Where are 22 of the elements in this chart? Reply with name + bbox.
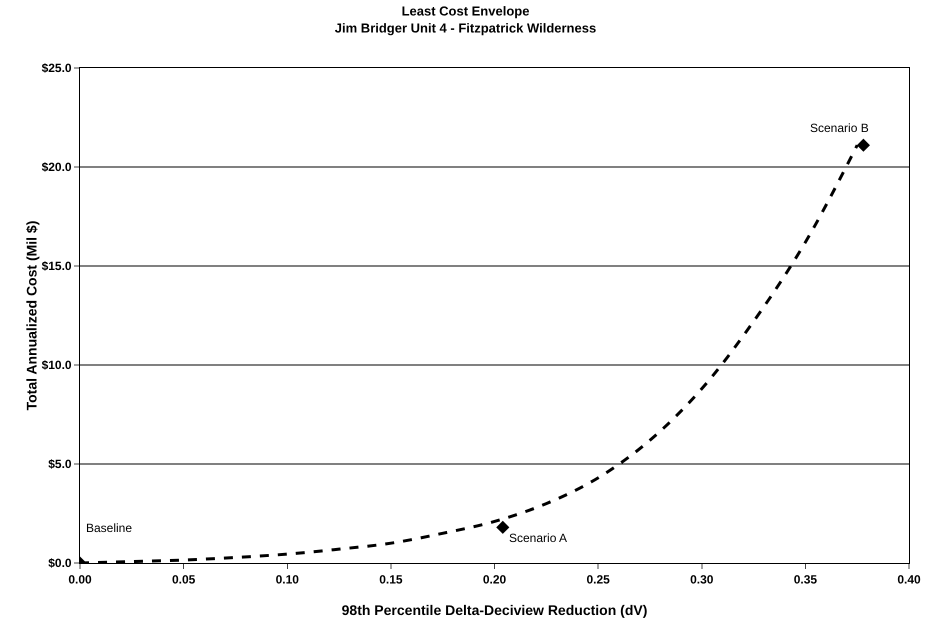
- chart-title: Least Cost Envelope: [402, 4, 530, 19]
- x-tick-label: 0.20: [482, 572, 506, 586]
- y-tick-label: $15.0: [42, 259, 72, 274]
- y-tick-label: $0.0: [48, 556, 72, 570]
- annotation: Baseline: [86, 521, 132, 535]
- x-tick-label: 0.00: [68, 572, 92, 586]
- x-tick-label: 0.15: [379, 572, 403, 586]
- x-tick-label: 0.35: [794, 572, 818, 586]
- y-axis-title: Total Annualized Cost (Mil $): [24, 220, 40, 410]
- x-tick-label: 0.40: [897, 572, 921, 586]
- y-tick-label: $25.0: [42, 61, 72, 76]
- y-tick-label: $10.0: [42, 358, 72, 372]
- x-tick-label: 0.30: [690, 572, 714, 586]
- chart-subtitle: Jim Bridger Unit 4 - Fitzpatrick Wilderness: [334, 20, 596, 36]
- x-tick-label: 0.05: [172, 572, 196, 586]
- y-tick-label: $20.0: [42, 160, 72, 174]
- x-axis-title: 98th Percentile Delta-Deciview Reduction (dV): [342, 602, 648, 618]
- x-tick-label: 0.25: [586, 572, 610, 586]
- annotation: Scenario A: [509, 531, 568, 545]
- y-tick-label: $5.0: [48, 457, 72, 472]
- annotation: Scenario B: [810, 121, 869, 135]
- x-tick-label: 0.10: [276, 572, 300, 586]
